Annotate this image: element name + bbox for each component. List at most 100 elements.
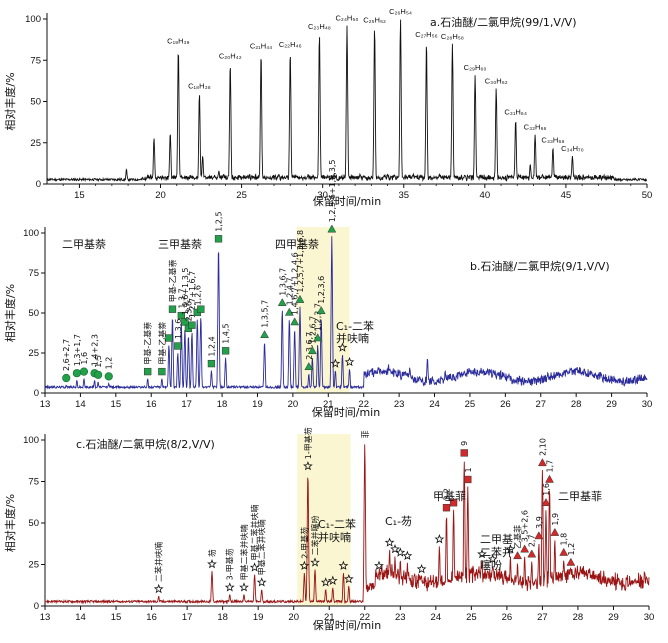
peak-marker-triangle [284,307,294,316]
peak-marker-square [158,367,166,376]
peak-marker-triangle [566,557,576,566]
x-tick-label: 13 [40,399,51,410]
peak-marker-star [402,550,413,561]
annotation-text: C₁-二苯 [336,319,374,333]
peak-label: C₂₃H₄₈ [308,22,331,31]
peak-marker-triangle [550,527,560,536]
peak-label: 1,4,6+1,3,5 [181,268,190,315]
compound-group-label: 甲基菲 [433,490,466,503]
peak-label: 1,2,7+1,6,7 [188,271,197,318]
peak-marker-triangle [307,346,317,355]
annotation-text: 并呋喃 [336,331,369,345]
peak-marker-square [460,449,468,457]
peak-marker-star [374,560,384,570]
x-axis-label: 保留时间/min [313,618,381,632]
peak-label: C₂₉H₆₀ [464,63,487,72]
peak-marker-square [464,475,472,484]
peak-marker-triangle [541,498,551,506]
y-tick-label: 100 [23,435,39,446]
peak-label: 1,3,5,7 [261,300,270,328]
panel-b: 0 25 50 75 100 13 14 15 16 17 18 19 20 21 22 23 24 25 26 27… [3,160,652,419]
x-tick-label: 50 [642,190,653,201]
x-tick-label: 27 [535,399,546,410]
x-tick-label: 19 [252,399,263,410]
x-tick-label: 18 [217,399,228,410]
peak-label: 1,2 [567,543,576,556]
peak-label: 9 [460,441,469,446]
peak-label: 2,10 [538,438,547,456]
peak-label: C₃₁H₆₄ [504,108,527,117]
peak-marker-triangle [295,294,305,303]
x-tick-label: 24 [429,399,440,410]
peak-label: 1,3,7 [177,288,186,308]
peak-marker-star [390,544,400,554]
peak-marker-star [330,358,341,368]
peak-marker-triangle [313,333,323,342]
peak-label: 1,3,6 [174,319,183,339]
y-tick-label: 25 [30,138,41,149]
peak-label: 1,2,6,7 [308,316,317,344]
peak-marker-square [207,359,216,368]
peak-label: C₂₇H₅₆ [415,30,437,39]
x-tick-label: 16 [146,612,157,623]
y-tick-label: 0 [34,388,39,399]
peak-label: 1,2,5,6+1,2,3,5 [328,160,337,223]
peak-marker-star [477,549,487,559]
x-tick-label: 26 [502,612,513,623]
x-tick-label: 30 [317,190,328,201]
peak-marker-star [239,582,249,592]
x-tick-label: 28 [571,399,582,410]
peak-label: C₃₂H₆₆ [524,123,547,132]
panel-a: 0 25 50 75 100 15 20 25 30 35 40 45 50 保留时间/min 相对丰度/%… [3,7,652,208]
x-tick-label: 29 [606,399,617,410]
chromatogram-trace [46,19,648,183]
y-tick-label: 25 [28,348,39,359]
peak-marker-circle [94,370,103,379]
peak-marker-star [303,461,313,471]
peak-marker-square [449,499,458,507]
peak-marker-square [442,504,451,512]
peak-marker-triangle [327,224,337,233]
x-tick-label: 25 [466,612,477,623]
peak-marker-square [174,342,182,350]
peak-marker-triangle [513,551,522,560]
peak-marker-triangle [304,362,314,371]
peak-label: 2,3,6,7 [305,332,314,360]
x-tick-label: 15 [111,612,122,623]
peak-label: 1,6 [542,483,551,496]
x-tick-label: 20 [288,612,299,623]
peak-marker-star [505,544,516,554]
peak-marker-triangle [520,544,530,553]
peak-marker-star [337,342,348,352]
highlight-band [297,434,351,606]
peak-marker-star [416,563,427,574]
peak-marker-triangle [534,531,544,540]
peak-marker-square [221,347,230,355]
peak-label: C₁₈H₃₈ [188,81,211,90]
peak-label: 1,2,3,7 [314,303,323,331]
peak-marker-star [256,577,267,587]
peak-label: 1 [464,467,473,472]
peak-label: 1,8 [560,533,569,546]
x-tick-label: 15 [74,190,85,201]
x-tick-label: 27 [537,612,548,623]
peak-label: 1,2,4,7 [285,277,294,305]
y-tick-label: 50 [28,308,39,319]
peak-marker-triangle [260,330,269,339]
peak-label: 甲基-乙基萘 [167,259,177,302]
peak-label: C₂₀H₄₂ [219,52,242,61]
peak-marker-circle [62,373,71,383]
peak-marker-triangle [290,317,300,326]
peak-label: 甲基-乙基萘 [143,322,153,365]
peak-label: 1,2,5 [215,211,224,231]
peak-marker-circle [72,369,81,378]
peak-label: 2-甲基芴 [299,527,309,559]
peak-marker-star [224,582,235,592]
peak-marker-square [168,305,177,313]
x-tick-label: 18 [217,612,228,623]
peak-label: C₁₉H₃₉ [167,37,189,46]
peak-marker-square [144,367,152,376]
x-axis-label: 保留时间/min [313,194,381,208]
